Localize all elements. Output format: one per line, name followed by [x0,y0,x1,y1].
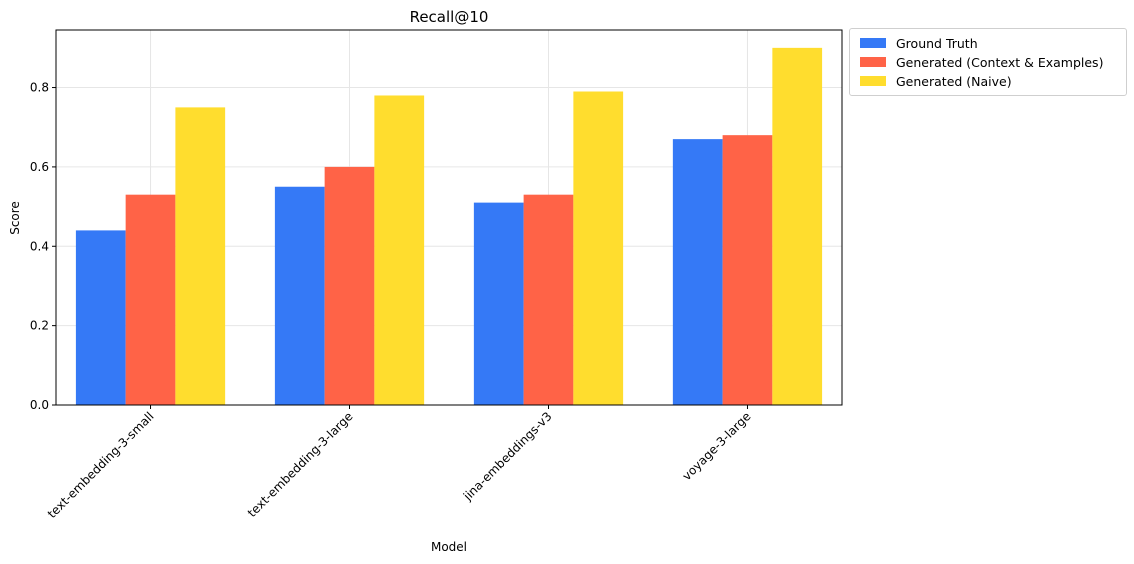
bar-ground-truth-0 [75,230,126,405]
legend-label: Ground Truth [896,35,978,51]
bar-generated-naive-1 [374,95,425,405]
legend-item-generated-context: Generated (Context & Examples) [860,53,1103,71]
legend-item-ground-truth: Ground Truth [860,34,978,52]
bar-generated-context-examples-2 [523,194,574,405]
bar-ground-truth-2 [473,202,524,405]
legend-item-generated-naive: Generated (Naive) [860,72,1012,90]
x-axis-ticks: text-embedding-3-small text-embedding-3-l… [45,405,754,521]
legend-label: Generated (Context & Examples) [896,54,1104,70]
bar-ground-truth-3 [672,139,723,405]
y-axis-label: Score [8,201,22,235]
x-tick-label: text-embedding-3-small [45,409,157,521]
x-tick-label: jina-embeddings-v3 [460,409,555,504]
bar-generated-naive-3 [772,47,823,405]
bar-generated-context-examples-1 [324,166,375,405]
bar-generated-context-examples-0 [125,194,176,405]
legend-swatch [860,76,886,86]
y-tick-label: 0.4 [30,239,49,253]
bar-generated-naive-0 [175,107,226,405]
plot-frame [55,29,843,406]
legend-swatch [860,57,886,67]
x-axis-label: Model [431,540,467,554]
bar-generated-context-examples-3 [722,135,773,405]
y-tick-label: 0.8 [30,81,49,95]
legend-label: Generated (Naive) [896,73,1012,89]
y-axis-ticks: 0.0 0.2 0.4 0.6 0.8 [30,81,56,412]
y-tick-label: 0.2 [30,319,49,333]
bar-ground-truth-1 [274,186,325,405]
legend-swatch [860,38,886,48]
chart-title: Recall@10 [410,8,489,26]
y-tick-label: 0.6 [30,160,49,174]
bars-group [75,47,823,405]
legend: Ground Truth Generated (Context & Exampl… [849,28,1127,96]
x-tick-label: text-embedding-3-large [245,409,356,520]
x-tick-label: voyage-3-large [680,409,754,483]
bar-generated-naive-2 [573,91,624,405]
y-tick-label: 0.0 [30,398,49,412]
